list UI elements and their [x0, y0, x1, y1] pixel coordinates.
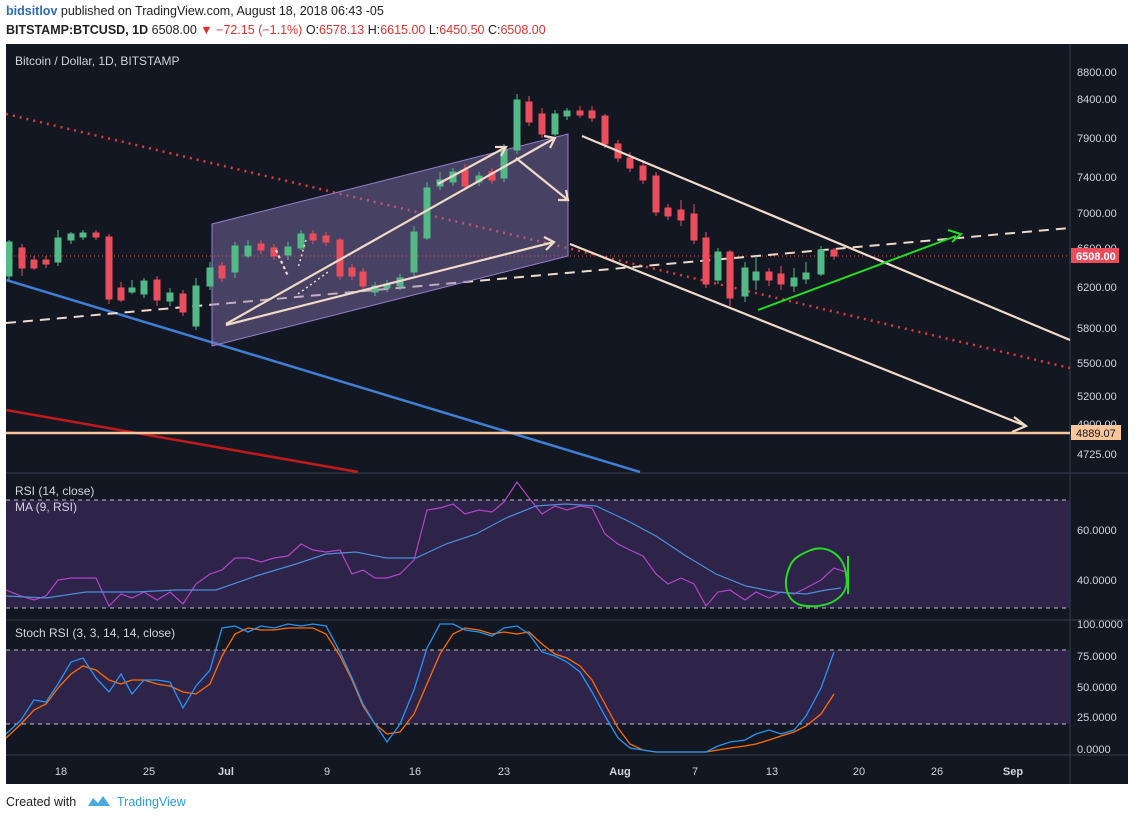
- current-price-label: 6508.00: [1076, 251, 1116, 263]
- price-tick: 4725.00: [1077, 449, 1117, 461]
- open-label: O:: [305, 23, 320, 37]
- close-label: C:: [487, 23, 501, 37]
- high-label: H:: [367, 23, 381, 37]
- stoch-tick: 25.0000: [1077, 712, 1117, 724]
- rising-channel[interactable]: [211, 133, 569, 347]
- footer: Created with TradingView: [0, 784, 1135, 820]
- low-label: L:: [428, 23, 440, 37]
- time-tick: 13: [766, 766, 778, 778]
- open-value: 6578.13: [319, 23, 365, 37]
- red-dotted-trendline[interactable]: [5, 112, 1071, 370]
- support-price-tag: [1071, 425, 1121, 440]
- price-tick: 5500.00: [1077, 358, 1117, 370]
- high-value: 6615.00: [380, 23, 426, 37]
- down-arrow-icon: ▼: [200, 23, 213, 37]
- rsi-band: [6, 500, 1070, 608]
- rsi-title: RSI (14, close): [15, 484, 94, 498]
- current-price-tag: [1071, 248, 1119, 263]
- created-with-text: Created with: [6, 795, 77, 809]
- blue-trendline[interactable]: [5, 278, 641, 474]
- stoch-k-line: [5, 623, 835, 753]
- price-tick: 8400.00: [1077, 94, 1117, 106]
- chart-panel[interactable]: Bitcoin / Dollar, 1D, BITSTAMP: [5, 44, 1128, 784]
- price-tick: 5800.00: [1077, 323, 1117, 335]
- rsi-tick: 40.0000: [1077, 575, 1117, 587]
- stoch-tick: 50.0000: [1077, 682, 1117, 694]
- chart-title: Bitcoin / Dollar, 1D, BITSTAMP: [15, 54, 180, 68]
- rsi-tick: 60.0000: [1077, 525, 1117, 537]
- price-axis[interactable]: 8800.00 8400.00 7900.00 7400.00 7000.00 …: [1077, 67, 1117, 461]
- rsi-highlight-circle[interactable]: [785, 547, 848, 608]
- time-tick: 26: [931, 766, 943, 778]
- time-tick: Sep: [1003, 766, 1023, 778]
- symbol-line: BITSTAMP:BTCUSD, 1D 6508.00 ▼ −72.15 (−1…: [6, 23, 546, 37]
- tradingview-link[interactable]: TradingView: [117, 795, 186, 809]
- last-price: 6508.00: [151, 23, 197, 37]
- arrow-drawings[interactable]: [225, 134, 1071, 434]
- time-tick: 20: [853, 766, 865, 778]
- author-link[interactable]: bidsitlov: [6, 4, 58, 18]
- candlesticks: [5, 94, 838, 330]
- time-tick: 9: [324, 766, 330, 778]
- support-price-label: 4889.07: [1076, 428, 1116, 440]
- time-tick: Aug: [609, 766, 630, 778]
- red-trendline[interactable]: [5, 408, 359, 474]
- time-tick: 18: [55, 766, 67, 778]
- stoch-tick: 0.0000: [1077, 744, 1111, 756]
- chart-header: bidsitlov published on TradingView.com, …: [0, 0, 1135, 44]
- price-tick: 7000.00: [1077, 208, 1117, 220]
- price-tick: 6200.00: [1077, 282, 1117, 294]
- time-tick: 23: [498, 766, 510, 778]
- stoch-band: [6, 650, 1070, 724]
- time-tick: Jul: [218, 766, 234, 778]
- price-tick: 8800.00: [1077, 67, 1117, 79]
- green-arrow-head: [947, 229, 963, 243]
- time-axis[interactable]: 18 25 Jul 9 16 23 Aug 7 13 20 26 Sep: [55, 766, 1023, 778]
- stoch-axis[interactable]: 100.0000 75.0000 50.0000 25.0000 0.0000: [1077, 619, 1123, 756]
- published-text: published on TradingView.com, August 18,…: [60, 4, 384, 18]
- stoch-title: Stoch RSI (3, 3, 14, 14, close): [15, 626, 175, 640]
- time-tick: 25: [143, 766, 155, 778]
- tradingview-logo-icon[interactable]: [86, 793, 112, 809]
- publish-line: bidsitlov published on TradingView.com, …: [6, 4, 384, 18]
- price-tick: 7900.00: [1077, 133, 1117, 145]
- green-arrow-line[interactable]: [757, 235, 957, 311]
- close-value: 6508.00: [500, 23, 546, 37]
- low-value: 6450.50: [439, 23, 485, 37]
- rsi-ma-title: MA (9, RSI): [15, 500, 77, 514]
- rsi-ma-line: [5, 503, 842, 599]
- symbol-label: BITSTAMP:BTCUSD, 1D: [6, 23, 149, 37]
- time-tick: 16: [409, 766, 421, 778]
- price-tick: 7400.00: [1077, 172, 1117, 184]
- price-tick: 5200.00: [1077, 391, 1117, 403]
- time-tick: 7: [692, 766, 698, 778]
- chart-canvas[interactable]: Bitcoin / Dollar, 1D, BITSTAMP: [5, 44, 1128, 784]
- stoch-tick: 75.0000: [1077, 651, 1117, 663]
- price-change: −72.15 (−1.1%): [216, 23, 303, 37]
- stoch-tick: 100.0000: [1077, 619, 1123, 631]
